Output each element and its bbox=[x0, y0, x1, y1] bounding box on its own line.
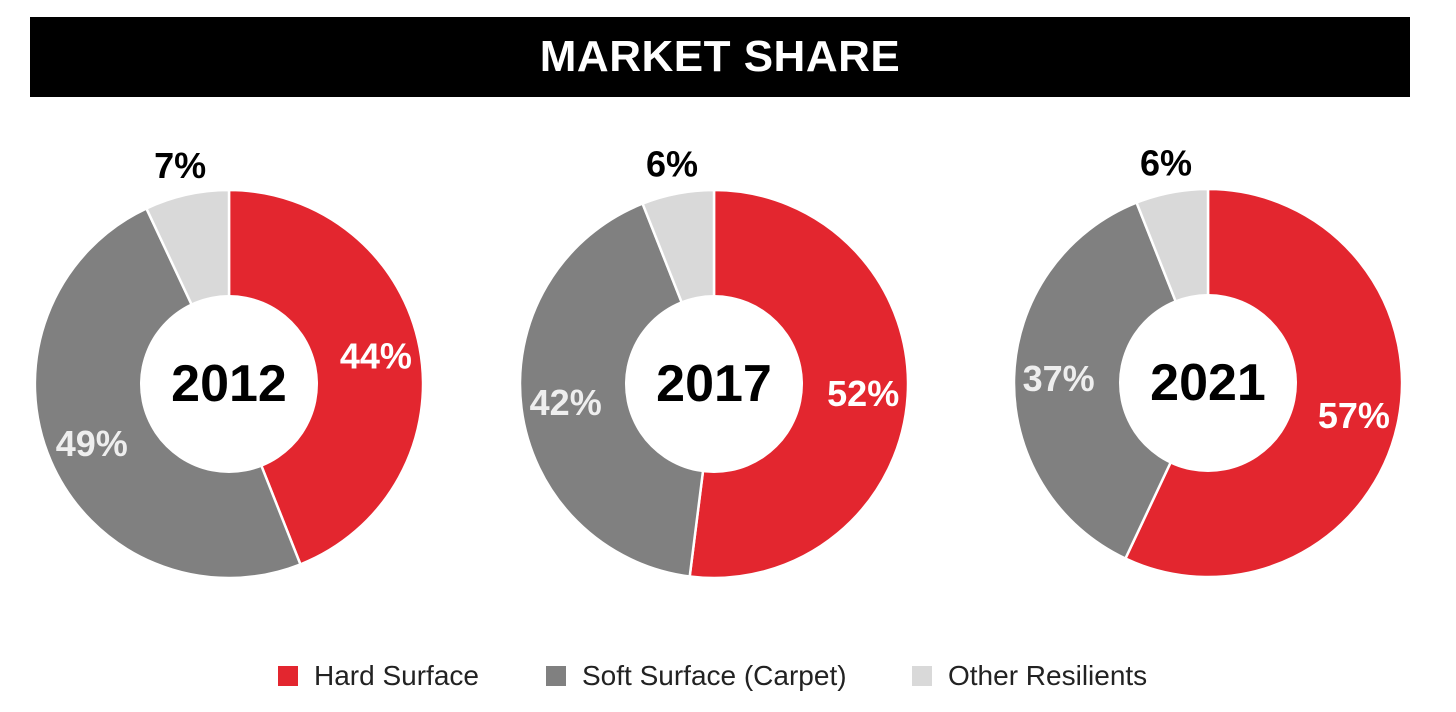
center-label-2012: 2012 bbox=[171, 355, 287, 413]
legend-label-hard-surface: Hard Surface bbox=[314, 660, 479, 691]
slice-soft-surface-2017 bbox=[518, 201, 716, 578]
data-label-other-resilients-2012: 7% bbox=[154, 145, 206, 186]
data-label-hard-surface-2012: 44% bbox=[340, 336, 412, 377]
data-label-other-resilients-2021: 6% bbox=[1140, 143, 1192, 184]
donut-hole-2021 bbox=[1119, 294, 1297, 472]
legend-swatch-other-resilients bbox=[912, 666, 932, 686]
slice-hard-surface-2012 bbox=[227, 188, 425, 567]
data-label-soft-surface-2012: 49% bbox=[56, 423, 128, 464]
legend: Hard Surface Soft Surface (Carpet) Other… bbox=[0, 656, 1456, 696]
chart-title: MARKET SHARE bbox=[539, 32, 901, 81]
legend-label-soft-surface: Soft Surface (Carpet) bbox=[582, 660, 847, 691]
title-bar: MARKET SHARE bbox=[30, 17, 1410, 97]
slice-soft-surface-2021 bbox=[1012, 200, 1210, 561]
legend-swatch-hard-surface bbox=[278, 666, 298, 686]
center-label-2021: 2021 bbox=[1150, 354, 1266, 412]
data-label-hard-surface-2017: 52% bbox=[827, 373, 899, 414]
data-label-soft-surface-2021: 37% bbox=[1023, 358, 1095, 399]
legend-item-other-resilients: Other Resilients bbox=[912, 656, 1147, 696]
donut-hole-2012 bbox=[140, 295, 318, 473]
legend-swatch-soft-surface bbox=[546, 666, 566, 686]
legend-label-other-resilients: Other Resilients bbox=[948, 660, 1148, 691]
data-label-soft-surface-2017: 42% bbox=[530, 382, 602, 423]
data-label-other-resilients-2017: 6% bbox=[646, 144, 698, 185]
donut-hole-2017 bbox=[625, 295, 803, 473]
data-label-hard-surface-2021: 57% bbox=[1318, 395, 1390, 436]
donut-chart-2012: 44% 49% 7% 2012 bbox=[33, 145, 425, 580]
center-label-2017: 2017 bbox=[656, 355, 772, 413]
donut-chart-2017: 52% 42% 6% 2017 bbox=[518, 144, 910, 580]
legend-item-hard-surface: Hard Surface bbox=[278, 656, 479, 696]
donut-chart-2021: 57% 37% 6% 2021 bbox=[1012, 143, 1404, 579]
legend-item-soft-surface: Soft Surface (Carpet) bbox=[546, 656, 847, 696]
